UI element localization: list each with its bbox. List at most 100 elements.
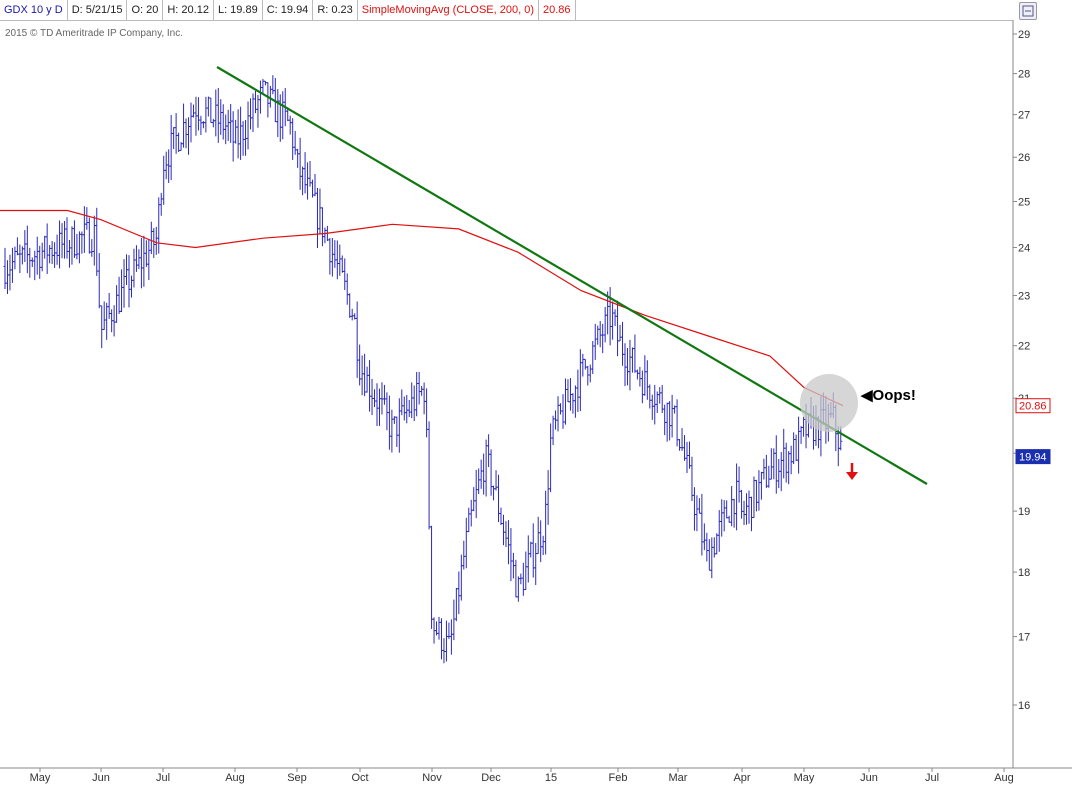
y-tick-label: 25 bbox=[1018, 196, 1030, 208]
ohlc-bar bbox=[616, 300, 620, 357]
ohlc-bar bbox=[561, 394, 565, 429]
ohlc-bar bbox=[529, 541, 533, 558]
date-readout: D: 5/21/15 bbox=[68, 0, 128, 20]
ohlc-bar bbox=[102, 301, 106, 330]
ohlc-bar bbox=[239, 106, 243, 160]
ohlc-bar bbox=[224, 114, 228, 145]
ohlc-bar bbox=[749, 496, 753, 532]
y-tick-label: 26 bbox=[1018, 152, 1030, 164]
ohlc-bar bbox=[189, 102, 193, 143]
sma-price-tag-box bbox=[1015, 398, 1051, 414]
ohlc-bar bbox=[792, 432, 796, 465]
ohlc-bar bbox=[147, 239, 151, 280]
ohlc-bar bbox=[464, 517, 468, 569]
y-tick-label: 29 bbox=[1018, 29, 1030, 41]
ohlc-bar bbox=[129, 275, 133, 298]
sma-study-label[interactable]: SimpleMovingAvg (CLOSE, 200, 0) bbox=[358, 0, 539, 20]
ohlc-bar bbox=[439, 618, 443, 660]
x-tick-label: Aug bbox=[994, 772, 1014, 784]
ohlc-bar bbox=[63, 221, 67, 259]
x-tick-label: May bbox=[794, 772, 815, 784]
y-tick-label: 27 bbox=[1018, 110, 1030, 122]
ohlc-bar bbox=[174, 113, 178, 154]
ohlc-bar bbox=[258, 80, 262, 114]
ohlc-bar bbox=[638, 366, 642, 387]
ohlc-bar bbox=[740, 489, 744, 519]
ohlc-bar bbox=[201, 121, 205, 129]
ohlc-bar bbox=[613, 309, 617, 327]
ohlc-bar bbox=[184, 118, 188, 149]
x-tick-label: 15 bbox=[545, 772, 557, 784]
ohlc-bar bbox=[234, 119, 238, 144]
ohlc-bar bbox=[375, 383, 379, 426]
ohlc-bar bbox=[737, 466, 741, 503]
ohlc-bar bbox=[204, 96, 208, 133]
ohlc-bar bbox=[623, 343, 627, 387]
ohlc-bar bbox=[566, 379, 570, 403]
ohlc-bar bbox=[457, 571, 461, 615]
ohlc-bar bbox=[350, 308, 354, 321]
x-tick-label: Dec bbox=[481, 772, 501, 784]
down-arrow-icon bbox=[846, 463, 858, 480]
ohlc-bar bbox=[769, 448, 773, 480]
ohlc-bar bbox=[286, 109, 290, 122]
x-tick-label: Aug bbox=[225, 772, 245, 784]
ohlc-bar bbox=[598, 321, 602, 348]
ohlc-bar bbox=[65, 217, 69, 259]
ohlc-bar bbox=[296, 148, 300, 168]
ohlc-bar bbox=[58, 220, 62, 269]
ohlc-bar bbox=[702, 523, 706, 551]
ohlc-bar bbox=[492, 485, 496, 501]
ohlc-bar bbox=[271, 75, 275, 95]
ohlc-bar bbox=[665, 402, 669, 442]
ohlc-bar bbox=[430, 525, 434, 629]
ohlc-bar bbox=[18, 244, 22, 274]
ohlc-bar bbox=[484, 439, 488, 497]
ohlc-bar bbox=[291, 118, 295, 160]
ohlc-bar bbox=[628, 339, 632, 391]
ohlc-bar bbox=[77, 231, 81, 264]
ohlc-bar bbox=[177, 132, 181, 153]
ohlc-bar bbox=[169, 115, 173, 181]
ohlc-bar bbox=[402, 396, 406, 421]
ohlc-bar bbox=[139, 237, 143, 289]
sma-value-readout: 20.86 bbox=[539, 0, 576, 20]
ohlc-bar bbox=[377, 388, 381, 426]
ohlc-bar bbox=[759, 471, 763, 500]
range-readout: R: 0.23 bbox=[313, 0, 358, 20]
x-tick-label: Sep bbox=[287, 772, 307, 784]
ohlc-bar bbox=[536, 516, 540, 555]
ohlc-bar bbox=[459, 554, 463, 601]
ohlc-bar bbox=[134, 245, 138, 272]
ohlc-bar bbox=[338, 244, 342, 276]
ohlc-bar bbox=[117, 276, 121, 315]
ohlc-bar bbox=[449, 619, 453, 655]
ohlc-bar bbox=[100, 305, 104, 349]
ohlc-bar bbox=[618, 324, 622, 342]
chart-header: GDX 10 y D D: 5/21/15 O: 20 H: 20.12 L: … bbox=[0, 0, 1014, 21]
ohlc-bar bbox=[390, 409, 394, 453]
x-tick-label: Mar bbox=[669, 772, 688, 784]
x-tick-label: Jul bbox=[156, 772, 170, 784]
ohlc-bar bbox=[211, 118, 215, 128]
ohlc-bar bbox=[526, 535, 530, 583]
ohlc-bar bbox=[241, 121, 245, 156]
ohlc-bar bbox=[120, 269, 124, 313]
ohlc-bar bbox=[365, 366, 369, 393]
ohlc-bar bbox=[630, 347, 634, 373]
ohlc-bar bbox=[479, 459, 483, 489]
low-readout: L: 19.89 bbox=[214, 0, 263, 20]
ohlc-bar bbox=[370, 378, 374, 416]
ohlc-bar bbox=[576, 369, 580, 412]
ohlc-bar bbox=[747, 490, 751, 524]
ohlc-bar bbox=[303, 152, 307, 194]
ohlc-bar bbox=[611, 301, 615, 340]
symbol-label[interactable]: GDX 10 y D bbox=[0, 0, 68, 20]
chart-settings-icon[interactable] bbox=[1019, 2, 1037, 20]
ohlc-bar bbox=[216, 87, 220, 143]
ohlc-bar bbox=[154, 226, 158, 255]
ohlc-bar bbox=[266, 82, 270, 118]
ohlc-bar bbox=[162, 155, 166, 205]
ohlc-bar bbox=[53, 242, 57, 268]
